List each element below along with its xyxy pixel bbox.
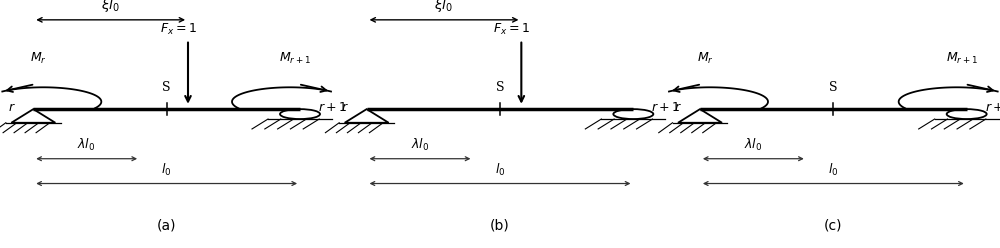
Text: $\lambda l_0$: $\lambda l_0$: [744, 137, 763, 153]
Text: $M_{r+1}$: $M_{r+1}$: [279, 51, 311, 66]
Text: $r$: $r$: [8, 101, 15, 114]
Text: (a): (a): [157, 218, 176, 232]
Text: $M_r$: $M_r$: [30, 51, 47, 66]
Text: $l_0$: $l_0$: [828, 162, 839, 178]
Text: $\lambda l_0$: $\lambda l_0$: [77, 137, 96, 153]
Text: $r$: $r$: [341, 101, 349, 114]
Text: (c): (c): [824, 218, 843, 232]
Text: S: S: [829, 81, 838, 94]
Text: $r$: $r$: [674, 101, 682, 114]
Text: $M_r$: $M_r$: [697, 51, 713, 66]
Text: (b): (b): [490, 218, 510, 232]
Text: $r+1$: $r+1$: [318, 101, 347, 114]
Text: $F_x=1$: $F_x=1$: [493, 22, 530, 37]
Text: $r+1$: $r+1$: [651, 101, 681, 114]
Text: $\xi l_0$: $\xi l_0$: [434, 0, 454, 14]
Text: $l_0$: $l_0$: [495, 162, 505, 178]
Text: $\lambda l_0$: $\lambda l_0$: [411, 137, 429, 153]
Text: $l_0$: $l_0$: [161, 162, 172, 178]
Text: S: S: [496, 81, 504, 94]
Text: $F_x=1$: $F_x=1$: [160, 22, 196, 37]
Text: $\xi l_0$: $\xi l_0$: [101, 0, 120, 14]
Text: $r+1$: $r+1$: [985, 101, 1000, 114]
Text: $M_{r+1}$: $M_{r+1}$: [946, 51, 978, 66]
Text: S: S: [162, 81, 171, 94]
